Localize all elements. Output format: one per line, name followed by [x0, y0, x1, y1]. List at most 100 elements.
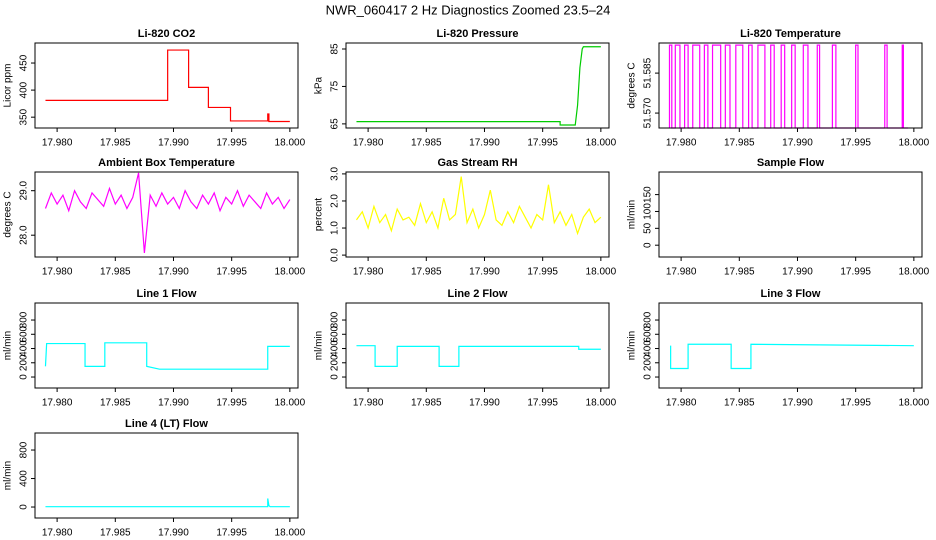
y-axis-label: degrees C: [3, 191, 14, 237]
y-tick-label: 0: [643, 374, 654, 380]
y-tick-label: 600: [643, 325, 654, 342]
plot-frame: [34, 302, 299, 389]
x-tick-label: 17.985: [411, 398, 442, 409]
y-tick-label: 450: [19, 54, 30, 71]
panel-title: Li-820 Temperature: [740, 28, 841, 40]
x-tick-label: 17.980: [666, 398, 697, 409]
data-line: [356, 46, 601, 126]
x-tick-label: 17.995: [527, 267, 558, 278]
y-tick-label: 51.585: [643, 57, 654, 88]
y-tick-label: 800: [19, 311, 30, 328]
x-tick-label: 18.000: [586, 138, 617, 149]
x-tick-label: 17.985: [724, 398, 755, 409]
x-tick-label: 17.990: [158, 398, 189, 409]
x-tick-label: 17.990: [158, 267, 189, 278]
y-tick-label: 75: [330, 80, 341, 92]
y-tick-label: 400: [330, 340, 341, 357]
x-tick-label: 17.990: [782, 267, 813, 278]
x-tick-label: 17.980: [666, 138, 697, 149]
x-tick-label: 17.995: [527, 398, 558, 409]
y-tick-label: 400: [19, 340, 30, 357]
x-tick-label: 17.990: [158, 138, 189, 149]
y-tick-label: 150: [643, 186, 654, 203]
y-tick-label: 85: [330, 43, 341, 55]
x-tick-label: 17.980: [353, 138, 384, 149]
y-tick-label: 0: [19, 504, 30, 510]
x-tick-label: 17.980: [42, 528, 73, 539]
plot-frame: [658, 302, 923, 389]
y-tick-label: 100: [643, 203, 654, 220]
y-tick-label: 350: [19, 108, 30, 125]
y-tick-label: 0: [643, 242, 654, 248]
y-tick-label: 50: [643, 222, 654, 234]
data-line: [356, 345, 601, 367]
y-axis-label: ml/min: [3, 331, 14, 360]
y-tick-label: 28.0: [19, 225, 30, 245]
figure-title: NWR_060417 2 Hz Diagnostics Zoomed 23.5–…: [326, 2, 611, 17]
x-tick-label: 18.000: [275, 267, 306, 278]
x-tick-label: 17.980: [42, 398, 73, 409]
y-tick-label: 200: [330, 354, 341, 371]
plot-frame: [34, 42, 299, 129]
y-axis-label: percent: [314, 198, 325, 232]
x-tick-label: 17.980: [353, 267, 384, 278]
x-tick-label: 17.985: [100, 528, 131, 539]
y-tick-label: 65: [330, 118, 341, 130]
x-tick-label: 17.990: [782, 138, 813, 149]
x-tick-label: 17.995: [216, 528, 247, 539]
panel-title: Ambient Box Temperature: [98, 157, 235, 169]
y-axis-label: ml/min: [3, 461, 14, 490]
y-axis-label: ml/min: [627, 331, 638, 360]
plot-frame: [658, 42, 923, 129]
x-tick-label: 17.985: [724, 267, 755, 278]
x-tick-label: 17.985: [724, 138, 755, 149]
x-tick-label: 17.985: [411, 138, 442, 149]
y-axis-label: degrees C: [627, 62, 638, 108]
panel-title: Line 1 Flow: [137, 288, 197, 300]
x-tick-label: 17.980: [666, 267, 697, 278]
x-tick-label: 17.985: [100, 267, 131, 278]
x-tick-label: 17.995: [840, 138, 871, 149]
x-tick-label: 18.000: [275, 528, 306, 539]
y-tick-label: 51.570: [643, 97, 654, 128]
y-tick-label: 800: [643, 311, 654, 328]
panel-title: Line 3 Flow: [761, 288, 821, 300]
x-tick-label: 17.995: [216, 267, 247, 278]
x-tick-label: 18.000: [899, 267, 930, 278]
y-tick-label: 600: [19, 325, 30, 342]
x-tick-label: 17.995: [216, 138, 247, 149]
plot-frame: [345, 302, 610, 389]
y-tick-label: 0.0: [330, 248, 341, 262]
x-tick-label: 17.985: [100, 398, 131, 409]
data-line: [44, 342, 290, 370]
plot-frame: [34, 432, 299, 519]
x-tick-label: 17.990: [469, 138, 500, 149]
y-tick-label: 29.0: [19, 181, 30, 201]
y-tick-label: 400: [643, 340, 654, 357]
x-tick-label: 18.000: [275, 138, 306, 149]
x-tick-label: 17.990: [469, 267, 500, 278]
y-tick-label: 800: [19, 441, 30, 458]
y-axis-label: ml/min: [627, 200, 638, 229]
y-tick-label: 0: [19, 374, 30, 380]
panel-title: Gas Stream RH: [437, 157, 517, 169]
x-tick-label: 17.995: [216, 398, 247, 409]
panel-title: Line 2 Flow: [448, 288, 508, 300]
x-tick-label: 17.980: [42, 138, 73, 149]
panel-title: Li-820 Pressure: [437, 28, 519, 40]
y-tick-label: 3.0: [330, 167, 341, 181]
plot-frame: [345, 171, 610, 258]
y-axis-label: ml/min: [314, 331, 325, 360]
x-tick-label: 18.000: [899, 398, 930, 409]
plot-frame: [345, 42, 610, 129]
y-tick-label: 1.0: [330, 221, 341, 235]
y-tick-label: 0: [330, 374, 341, 380]
x-tick-label: 17.990: [782, 398, 813, 409]
x-tick-label: 17.980: [353, 398, 384, 409]
x-tick-label: 17.985: [100, 138, 131, 149]
y-tick-label: 200: [643, 354, 654, 371]
x-tick-label: 18.000: [586, 267, 617, 278]
data-line: [45, 49, 290, 123]
